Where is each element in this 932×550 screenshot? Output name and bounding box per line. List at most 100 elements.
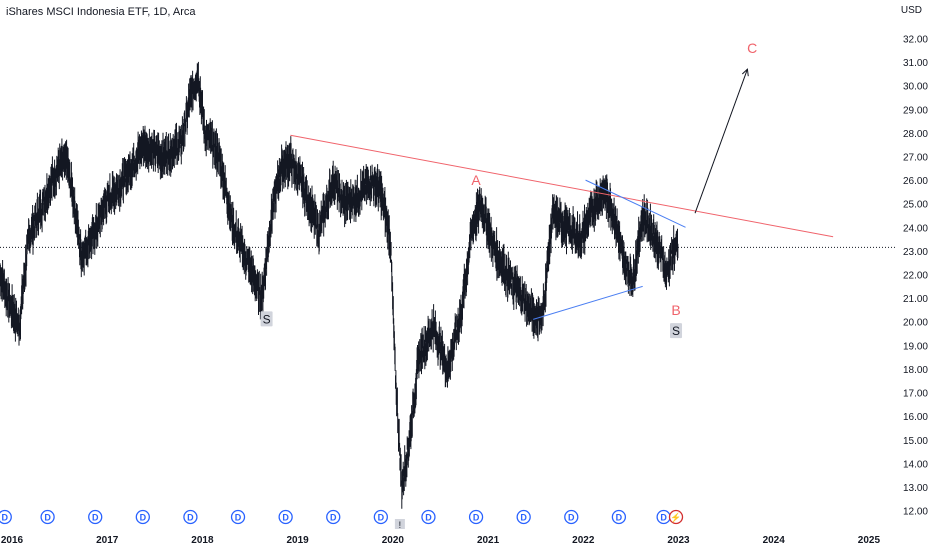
dividend-marker-10[interactable]: D bbox=[468, 509, 484, 525]
dividend-label-7: D bbox=[330, 513, 337, 523]
dividend-label-2: D bbox=[92, 513, 99, 523]
y-tick-label-8: 20.00 bbox=[903, 318, 928, 329]
y-axis: 12.00 13.00 14.00 15.00 16.00 17.00 18.00 19.00… bbox=[903, 35, 928, 518]
split-marker[interactable]: ⚡ bbox=[668, 509, 684, 525]
x-tick-label-0: 2016 bbox=[1, 535, 24, 546]
event-marker[interactable]: ! bbox=[394, 519, 405, 530]
dividend-label-0: D bbox=[2, 513, 9, 523]
dividend-circle-11 bbox=[516, 509, 531, 525]
dividend-marker-1[interactable]: D bbox=[40, 509, 55, 525]
y-tick-label-11: 23.00 bbox=[903, 247, 928, 258]
dividend-label-12: D bbox=[568, 513, 575, 523]
dividend-circle-2 bbox=[88, 509, 103, 525]
trendline-arrow-3 bbox=[694, 69, 748, 214]
y-tick-label-20: 32.00 bbox=[903, 35, 928, 46]
y-tick-label-3: 15.00 bbox=[903, 436, 928, 447]
y-tick-label-16: 28.00 bbox=[903, 129, 928, 140]
chart-title: iShares MSCI Indonesia ETF, 1D, Arca bbox=[6, 6, 196, 18]
dividend-label-13: D bbox=[616, 513, 623, 523]
dividend-circle-9 bbox=[421, 509, 436, 525]
dividend-marker-2[interactable]: D bbox=[88, 509, 103, 525]
dividend-circle-5 bbox=[230, 509, 246, 525]
x-axis: 2016 2017 2018 2019 2020 2021 2022 2023 2024 2025 bbox=[1, 535, 881, 546]
y-tick-label-4: 16.00 bbox=[903, 412, 928, 423]
dividend-circle-4 bbox=[183, 509, 198, 525]
dividend-marker-6[interactable]: D bbox=[278, 509, 293, 525]
y-tick-label-18: 30.00 bbox=[903, 82, 928, 93]
dividend-label-6: D bbox=[282, 513, 289, 523]
y-tick-label-19: 31.00 bbox=[903, 58, 928, 69]
dividend-circle-6 bbox=[278, 509, 293, 525]
x-tick-label-8: 2024 bbox=[763, 535, 786, 546]
x-tick-label-5: 2021 bbox=[477, 535, 500, 546]
x-tick-label-6: 2022 bbox=[572, 535, 595, 546]
dividend-label-9: D bbox=[425, 513, 432, 523]
y-tick-label-9: 21.00 bbox=[903, 294, 928, 305]
x-tick-label-7: 2023 bbox=[667, 535, 690, 546]
dividend-marker-13[interactable]: D bbox=[611, 509, 627, 525]
y-tick-label-10: 22.00 bbox=[903, 271, 928, 282]
dividend-circle-0 bbox=[0, 509, 12, 525]
currency-label: USD bbox=[900, 5, 922, 16]
x-tick-label-9: 2025 bbox=[858, 535, 881, 546]
dividend-circle-12 bbox=[564, 509, 579, 525]
dividend-label-4: D bbox=[187, 513, 194, 523]
dividend-label-14: D bbox=[660, 513, 667, 523]
x-tick-label-3: 2019 bbox=[287, 535, 310, 546]
dividend-label-5: D bbox=[235, 513, 242, 523]
y-tick-label-0: 12.00 bbox=[903, 507, 928, 518]
x-tick-label-4: 2020 bbox=[382, 535, 405, 546]
y-tick-label-13: 25.00 bbox=[903, 200, 928, 211]
y-tick-label-7: 19.00 bbox=[903, 341, 928, 352]
wave-label-b: B bbox=[671, 302, 680, 318]
dividend-label-3: D bbox=[140, 513, 147, 523]
label-s-box-3 bbox=[260, 311, 273, 327]
label-s-box-4 bbox=[670, 323, 683, 339]
trendline-red-0 bbox=[290, 134, 834, 238]
wave-annotations: A B C S S bbox=[260, 40, 757, 339]
wave-label-c: C bbox=[747, 40, 757, 56]
trendline-blue-1 bbox=[585, 179, 686, 228]
dividend-marker-7[interactable]: D bbox=[326, 509, 341, 525]
dividend-marker-3[interactable]: D bbox=[135, 509, 150, 525]
dividend-marker-11[interactable]: D bbox=[516, 509, 531, 525]
arrow-head bbox=[741, 68, 749, 77]
label-s-4: S bbox=[672, 324, 680, 338]
label-s-3: S bbox=[263, 312, 271, 326]
dividend-marker-8[interactable]: D bbox=[373, 509, 389, 525]
dividend-marker-12[interactable]: D bbox=[564, 509, 579, 525]
dividend-marker-9[interactable]: D bbox=[421, 509, 436, 525]
split-label: ⚡ bbox=[670, 512, 681, 524]
dividend-marker-0[interactable]: D bbox=[0, 509, 12, 525]
y-tick-label-14: 26.00 bbox=[903, 176, 928, 187]
x-tick-label-1: 2017 bbox=[96, 535, 119, 546]
y-tick-label-15: 27.00 bbox=[903, 153, 928, 164]
dividend-circle-3 bbox=[135, 509, 150, 525]
wave-label-a: A bbox=[471, 172, 481, 188]
dividend-label-10: D bbox=[473, 513, 480, 523]
dividend-marker-4[interactable]: D bbox=[183, 509, 198, 525]
trendline-blue-2 bbox=[533, 285, 643, 320]
price-candles bbox=[0, 61, 679, 509]
event-label: ! bbox=[399, 520, 402, 530]
dividend-marker-14[interactable]: D bbox=[656, 509, 671, 525]
trendlines bbox=[290, 68, 834, 320]
dividend-circle-10 bbox=[468, 509, 484, 525]
y-tick-label-12: 24.00 bbox=[903, 223, 928, 234]
split-circle bbox=[668, 509, 684, 525]
dividend-marker-5[interactable]: D bbox=[230, 509, 246, 525]
price-series bbox=[0, 61, 679, 509]
dividend-label-1: D bbox=[44, 513, 51, 523]
y-tick-label-17: 29.00 bbox=[903, 105, 928, 116]
dividend-circle-8 bbox=[373, 509, 389, 525]
dividend-circle-13 bbox=[611, 509, 627, 525]
event-box bbox=[394, 519, 405, 529]
dividend-circle-7 bbox=[326, 509, 341, 525]
y-tick-label-5: 17.00 bbox=[903, 389, 928, 400]
dividend-label-8: D bbox=[378, 513, 385, 523]
y-tick-label-6: 18.00 bbox=[903, 365, 928, 376]
y-tick-label-2: 14.00 bbox=[903, 459, 928, 470]
dividend-circle-1 bbox=[40, 509, 55, 525]
dividend-markers[interactable]: D D D D D D D D D D D D D D D ⚡! bbox=[0, 509, 684, 531]
